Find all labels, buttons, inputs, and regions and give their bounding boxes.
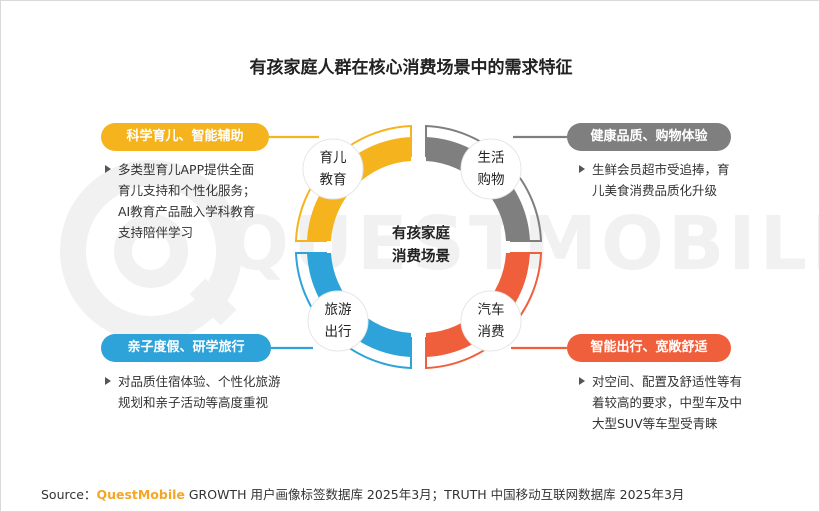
center-label-line: 消费场景 xyxy=(392,249,450,265)
segment-label-line: 生活 xyxy=(477,150,505,166)
pill-shopping: 健康品质、购物体验 xyxy=(567,123,731,151)
desc-line: 规划和亲子活动等高度重视 xyxy=(118,395,269,410)
segment-label-line: 旅游 xyxy=(324,302,352,318)
center-label-line: 有孩家庭 xyxy=(392,226,450,242)
segment-label-line: 购物 xyxy=(477,172,505,188)
segment-label-travel: 旅游 出行 xyxy=(308,299,368,343)
label-disc-auto xyxy=(460,290,522,352)
desc-text: 多类型育儿APP提供全面 xyxy=(118,162,255,177)
bullet-triangle-icon xyxy=(579,165,585,173)
pill-travel: 亲子度假、研学旅行 xyxy=(101,334,271,362)
bullet-triangle-icon xyxy=(105,377,111,385)
desc-line: 多类型育儿APP提供全面 xyxy=(105,159,305,180)
pill-education: 科学育儿、智能辅助 xyxy=(101,123,269,151)
pill-auto: 智能出行、宽敞舒适 xyxy=(567,334,731,362)
segment-label-education: 育儿 教育 xyxy=(303,147,363,191)
desc-line: 儿美食消费品质化升级 xyxy=(592,183,718,198)
center-label: 有孩家庭 消费场景 xyxy=(361,223,481,269)
desc-text: 对品质住宿体验、个性化旅游 xyxy=(118,374,281,389)
desc-line: 着较高的要求，中型车及中 xyxy=(592,395,743,410)
desc-education: 多类型育儿APP提供全面 育儿支持和个性化服务； AI教育产品融入学科教育 支持… xyxy=(105,159,305,243)
source-prefix: Source： xyxy=(41,487,97,502)
segment-label-line: 育儿 xyxy=(319,150,347,166)
desc-line: 大型SUV等车型受青睐 xyxy=(592,416,718,431)
label-disc-education xyxy=(302,138,364,200)
desc-auto: 对空间、配置及舒适性等有 着较高的要求，中型车及中 大型SUV等车型受青睐 xyxy=(579,371,769,434)
source-text: GROWTH 用户画像标签数据库 2025年3月；TRUTH 中国移动互联网数据… xyxy=(184,487,685,502)
bullet-triangle-icon xyxy=(105,165,111,173)
segment-label-shopping: 生活 购物 xyxy=(461,147,521,191)
bullet-triangle-icon xyxy=(579,377,585,385)
desc-line: 对空间、配置及舒适性等有 xyxy=(579,371,769,392)
desc-line: 支持陪伴学习 xyxy=(118,225,194,240)
desc-travel: 对品质住宿体验、个性化旅游 规划和亲子活动等高度重视 xyxy=(105,371,325,413)
desc-line: 对品质住宿体验、个性化旅游 xyxy=(105,371,325,392)
desc-line: 生鲜会员超市受追捧，育 xyxy=(579,159,759,180)
desc-text: 对空间、配置及舒适性等有 xyxy=(592,374,743,389)
source-note: Source：QuestMobile GROWTH 用户画像标签数据库 2025… xyxy=(41,484,684,503)
label-disc-travel xyxy=(307,290,369,352)
label-disc-shopping xyxy=(460,138,522,200)
desc-line: AI教育产品融入学科教育 xyxy=(118,204,256,219)
diagram-title: 有孩家庭人群在核心消费场景中的需求特征 xyxy=(249,58,573,78)
desc-line: 育儿支持和个性化服务； xyxy=(118,183,256,198)
segment-label-auto: 汽车 消费 xyxy=(461,299,521,343)
segment-label-line: 消费 xyxy=(477,324,505,340)
source-brand: QuestMobile xyxy=(96,487,185,502)
segment-label-line: 出行 xyxy=(324,324,352,340)
segment-label-line: 汽车 xyxy=(477,302,505,318)
segment-label-line: 教育 xyxy=(319,172,347,188)
desc-text: 生鲜会员超市受追捧，育 xyxy=(592,162,730,177)
desc-shopping: 生鲜会员超市受追捧，育 儿美食消费品质化升级 xyxy=(579,159,759,201)
